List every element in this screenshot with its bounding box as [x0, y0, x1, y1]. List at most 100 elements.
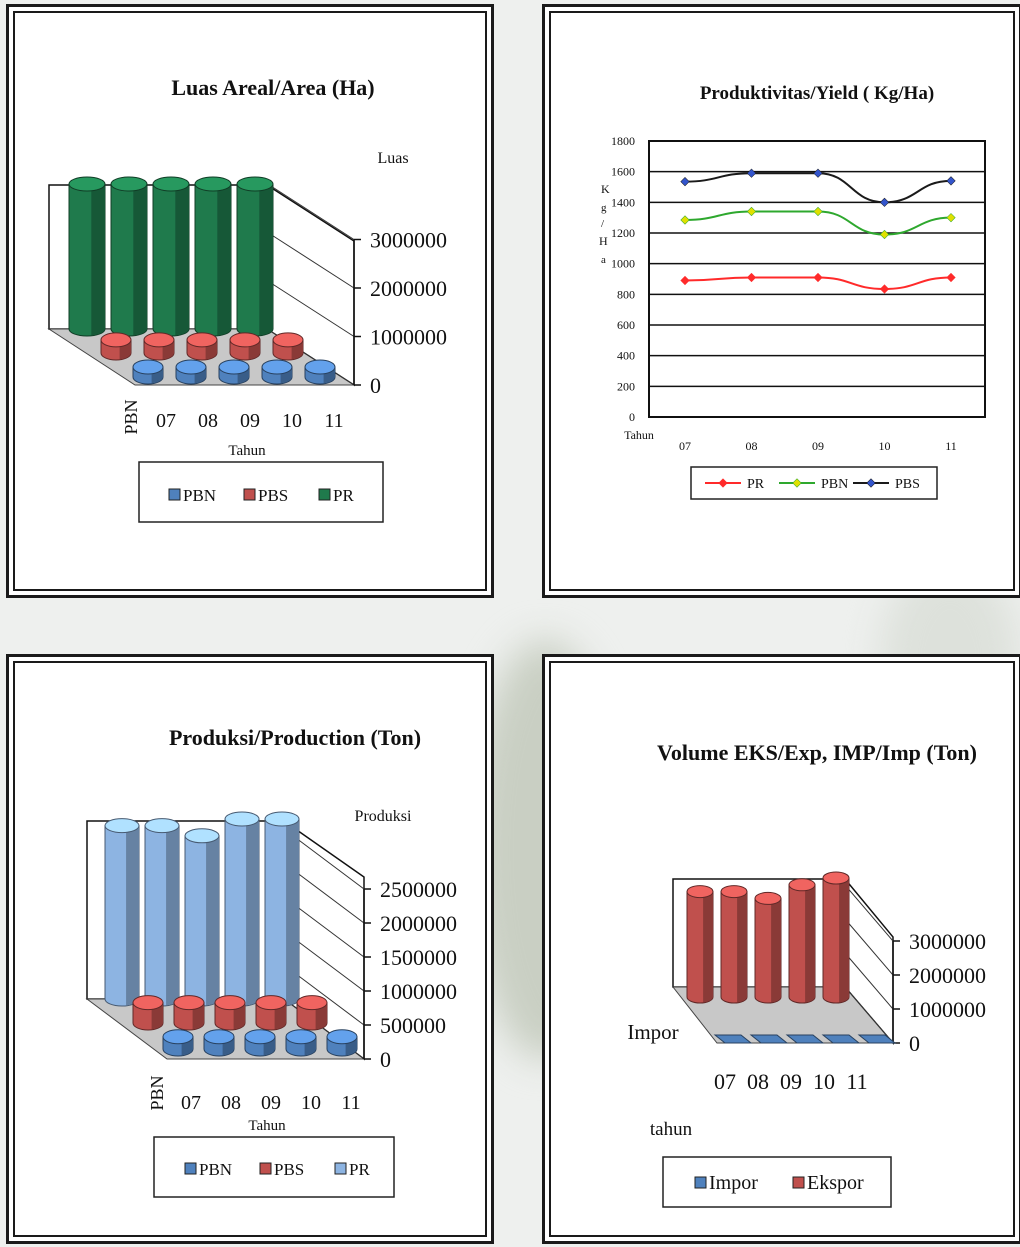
bar-top: [173, 995, 205, 1011]
legend-label: Ekspor: [807, 1172, 864, 1194]
bar-top: [229, 332, 261, 348]
y-tick-label: 1000: [611, 257, 635, 271]
gridline: [844, 918, 894, 976]
bar-top: [184, 828, 220, 844]
y-tick-label: 2000000: [909, 963, 986, 988]
bar-pbs-09: [214, 995, 246, 1031]
x-axis-label: Tahun: [228, 443, 266, 459]
bar-top: [788, 878, 816, 892]
bar-shadow: [166, 825, 179, 1006]
bar-pr-07: [68, 176, 106, 337]
bar-top: [272, 332, 304, 348]
bar-pr-08: [144, 818, 180, 1007]
bar-pbn-09: [244, 1029, 276, 1057]
bar-top: [326, 1029, 358, 1045]
bar-shadow: [217, 184, 231, 336]
bar-top: [686, 885, 714, 899]
bar-impor-08: [749, 1034, 789, 1044]
bar-top: [822, 871, 850, 885]
bar-top: [144, 818, 180, 834]
bar-top: [214, 995, 246, 1011]
gridline: [844, 884, 894, 942]
bar-shadow: [133, 184, 147, 336]
bar-body: [857, 1034, 897, 1044]
bar-pr-10: [224, 811, 260, 1007]
bar-shadow: [737, 891, 747, 1003]
bar-top: [104, 818, 140, 834]
data-point: [813, 272, 823, 283]
volume-chart: Volume EKS/Exp, IMP/Imp (Ton) 0 1000000 20…: [627, 740, 986, 1208]
bar-pbs-07: [100, 332, 132, 361]
bar-pr-11: [264, 811, 300, 1007]
depth-axis-label: PBN: [121, 399, 141, 434]
bar-pr-08: [110, 176, 148, 337]
x-tick-label: 10: [301, 1092, 321, 1114]
y-tick-label: 1000000: [909, 997, 986, 1022]
bar-pbs-07: [132, 995, 164, 1031]
bar-pr-09: [152, 176, 190, 337]
gridline: [844, 952, 894, 1010]
y-tick-label: 1400: [611, 195, 635, 209]
y-axis-label: g: [601, 202, 607, 214]
bar-top: [68, 176, 106, 192]
y-axis-label: a: [601, 254, 606, 266]
bar-shadow: [91, 184, 105, 336]
bar-pbn-11: [304, 359, 336, 385]
bar-pbs-11: [296, 995, 328, 1031]
y-axis-label: /: [601, 218, 605, 230]
bar-body: [749, 1034, 789, 1044]
bar-body: [713, 1034, 753, 1044]
bar-top: [304, 359, 336, 375]
data-point: [879, 284, 890, 294]
data-point: [813, 168, 823, 178]
bar-pbn-08: [203, 1029, 235, 1057]
legend-label: PBS: [895, 477, 920, 492]
legend-label: Impor: [709, 1172, 758, 1194]
bar-top: [132, 995, 164, 1011]
bar-ekspor-08: [720, 885, 748, 1004]
bar-top: [203, 1029, 235, 1045]
bar-pbs-08: [143, 332, 175, 361]
x-tick-label: 07: [714, 1069, 736, 1094]
bar-impor-11: [857, 1034, 897, 1044]
x-tick-label: 09: [261, 1092, 281, 1114]
y-axis-label: K: [601, 182, 610, 196]
chart-panel-produksi: Produksi/Production (Ton) Produksi 0 5000…: [6, 654, 494, 1244]
bar-body: [821, 1034, 861, 1044]
bar-top: [720, 885, 748, 899]
legend-swatch: [334, 1162, 347, 1175]
y-tick-label: 1800: [611, 134, 635, 148]
bar-pbn-07: [162, 1029, 194, 1057]
bar-top: [110, 176, 148, 192]
y-tick-label: 1600: [611, 165, 635, 179]
data-point: [813, 206, 823, 217]
chart-panel-yield: Produktivitas/Yield ( Kg/Ha) 0 200 400 600 8…: [542, 4, 1020, 598]
x-axis-label: tahun: [650, 1119, 693, 1140]
produksi-chart: Produksi/Production (Ton) Produksi 0 5000…: [85, 725, 457, 1198]
data-point: [746, 206, 757, 217]
gridline: [266, 280, 355, 337]
legend-swatch: [243, 488, 256, 501]
y-axis-label: Luas: [377, 150, 408, 167]
legend-label: PR: [747, 477, 765, 492]
bar-pr-10: [194, 176, 232, 337]
y-tick-label: 0: [380, 1047, 391, 1072]
bar-impor-07: [713, 1034, 753, 1044]
bar-shadow: [286, 819, 299, 1006]
bar-ekspor-10: [788, 878, 816, 1004]
bar-shadow: [175, 184, 189, 336]
bar-top: [152, 176, 190, 192]
bar-pr-07: [104, 818, 140, 1007]
bar-pbs-10: [255, 995, 287, 1031]
chart-title: Luas Areal/Area (Ha): [171, 75, 374, 100]
data-point: [680, 215, 690, 225]
bar-pbn-11: [326, 1029, 358, 1057]
chart-title: Volume EKS/Exp, IMP/Imp (Ton): [657, 740, 977, 765]
x-axis-label: Tahun: [248, 1118, 286, 1134]
legend-marker: [718, 478, 728, 488]
legend-label: PR: [349, 1160, 370, 1179]
legend-label: PR: [333, 486, 354, 505]
x-tick-label: 09: [780, 1069, 802, 1094]
legend-label: PBN: [199, 1160, 232, 1179]
x-tick-label: 09: [812, 439, 824, 453]
